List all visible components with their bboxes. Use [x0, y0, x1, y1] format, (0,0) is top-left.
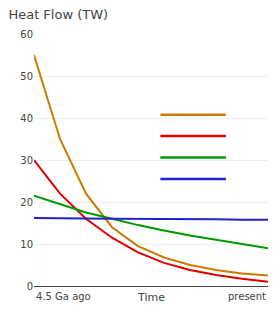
svg-text:4.5 Ga ago: 4.5 Ga ago [36, 291, 91, 302]
svg-text:10: 10 [20, 239, 33, 250]
svg-text:20: 20 [20, 197, 33, 208]
svg-text:60: 60 [20, 29, 33, 40]
svg-text:Time: Time [137, 291, 165, 304]
svg-text:Heat Flow (TW): Heat Flow (TW) [8, 7, 108, 22]
svg-text:50: 50 [20, 71, 33, 82]
svg-text:present: present [228, 291, 266, 302]
svg-text:30: 30 [20, 155, 33, 166]
svg-text:0: 0 [27, 281, 33, 292]
svg-text:40: 40 [20, 113, 33, 124]
